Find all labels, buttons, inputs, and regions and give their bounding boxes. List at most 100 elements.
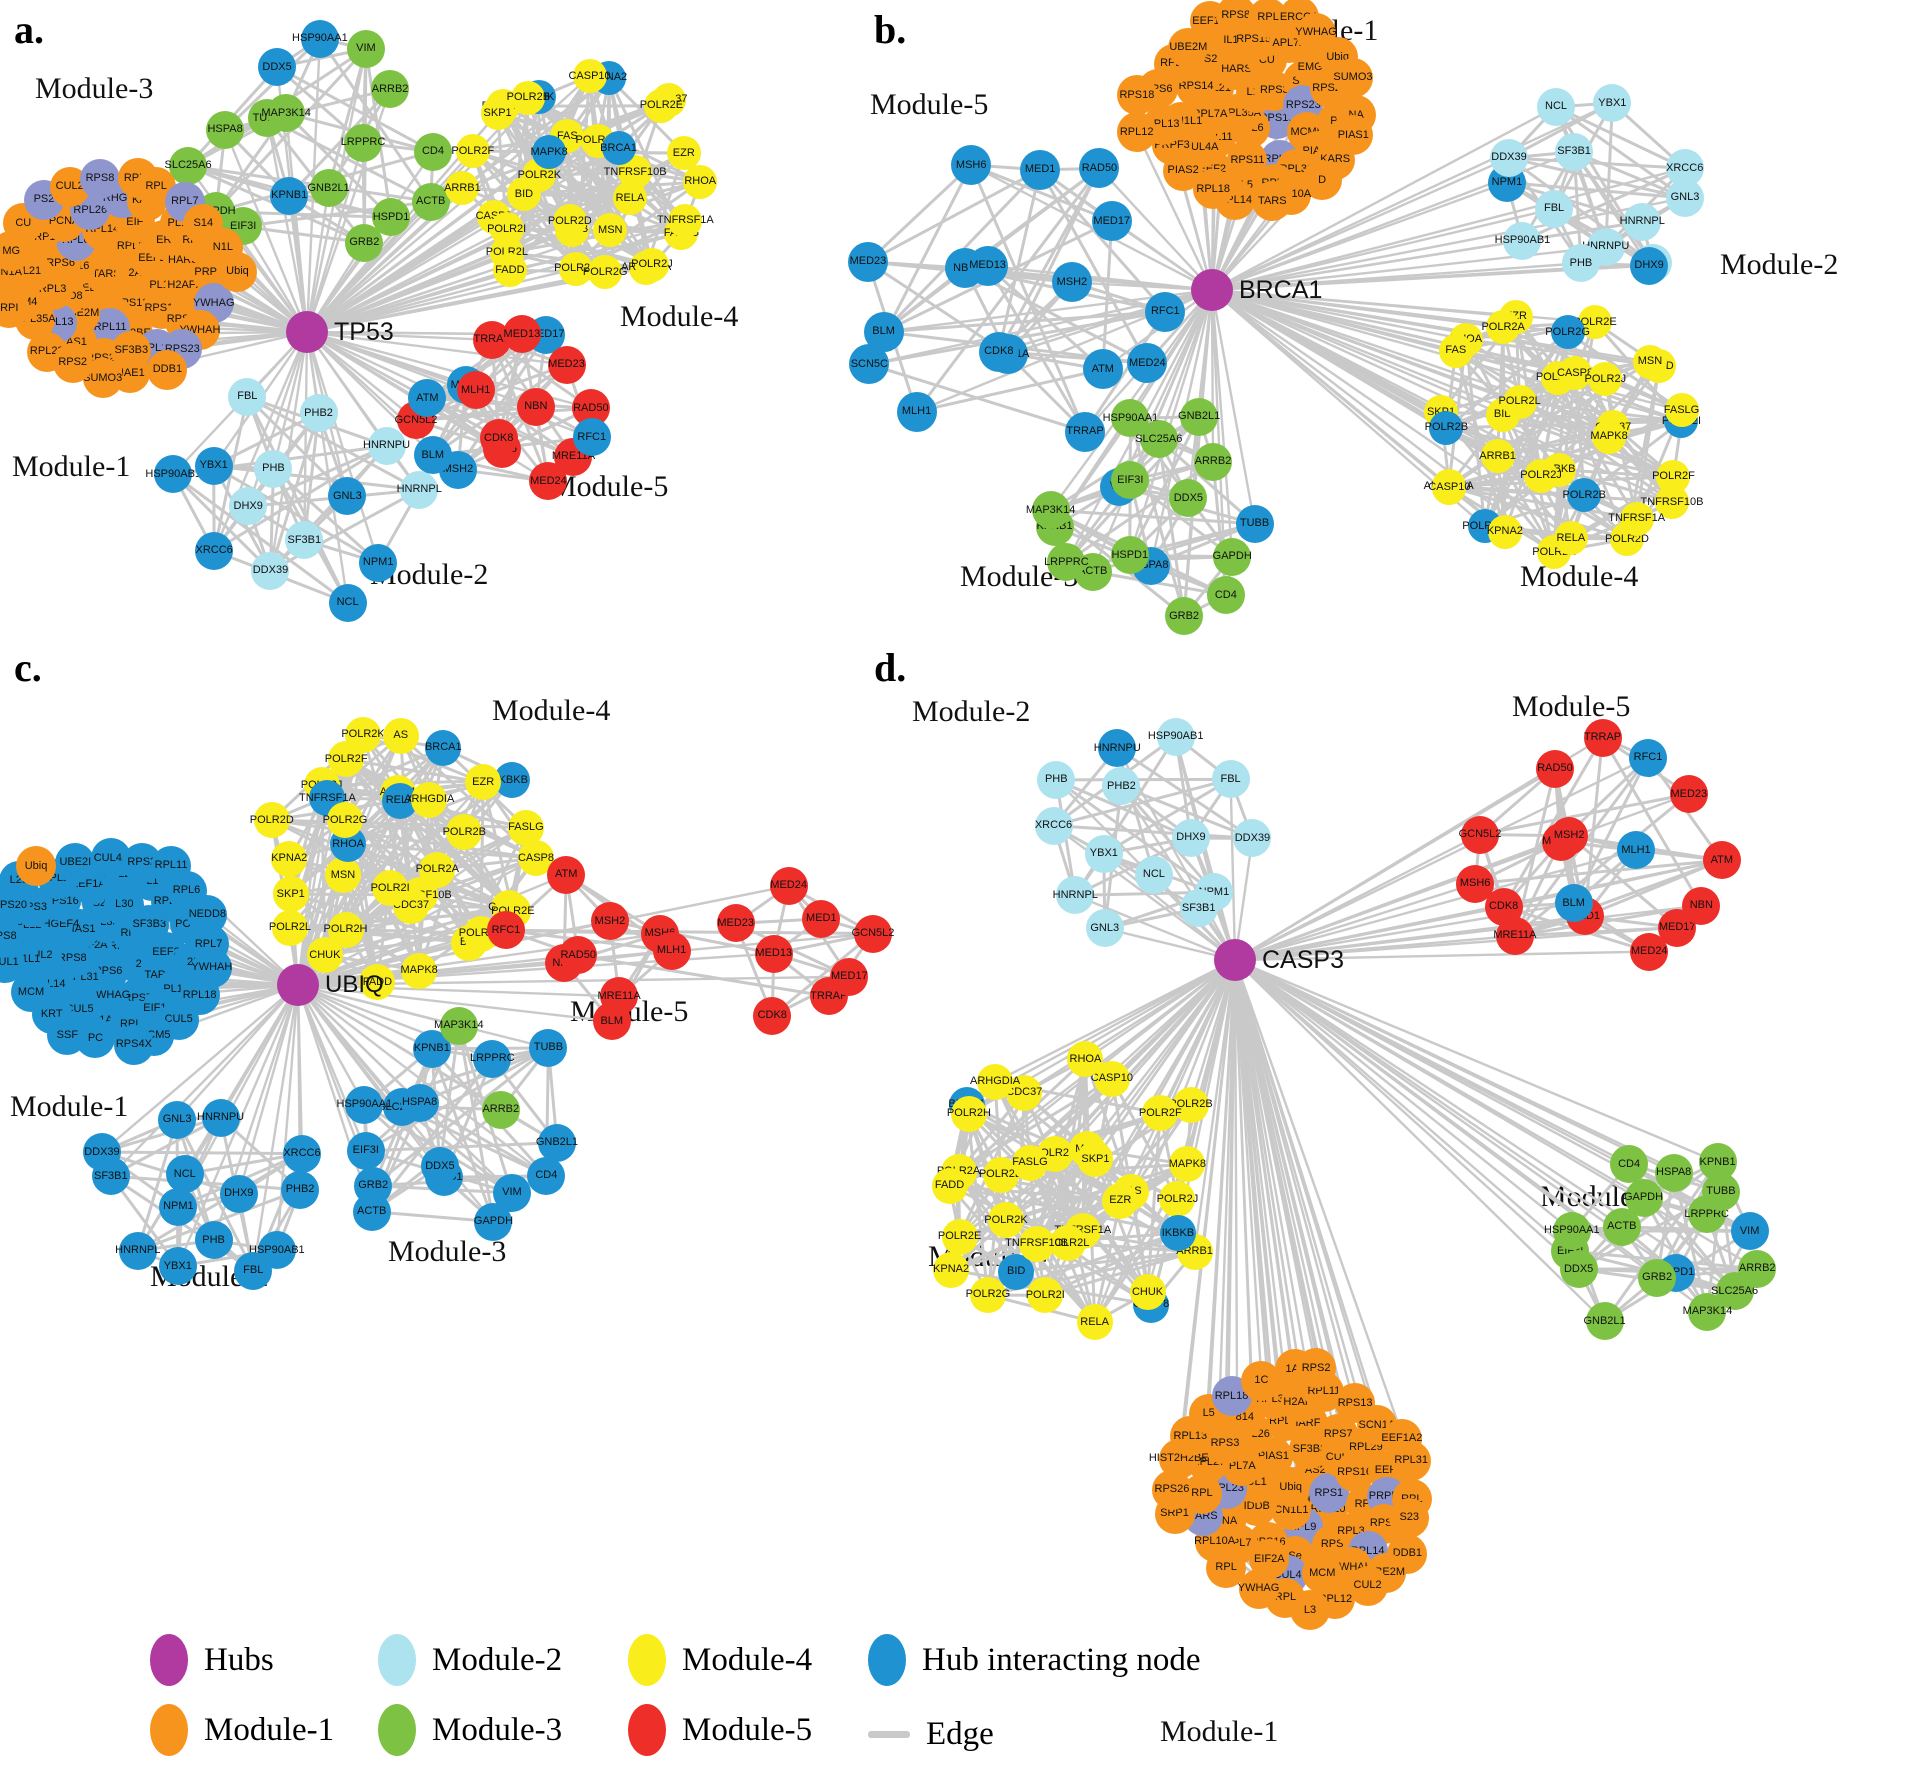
panel-b-m5-node-msh2[interactable]: MSH2 (1051, 262, 1092, 303)
panel-a-m4-node-arrb1[interactable]: ARRB1 (444, 171, 481, 206)
panel-c-m4-node-polr2l[interactable]: POLR2L (269, 909, 311, 946)
panel-a-m4-node-polr2j[interactable]: POLR2J (631, 247, 673, 282)
panel-c-m2-node-ncl[interactable]: NCL (165, 1155, 204, 1194)
panel-a-m2-node-npm1[interactable]: NPM1 (359, 543, 398, 582)
panel-d-m4-node-polr2e[interactable]: POLR2E (938, 1218, 981, 1255)
panel-d-m4-node-faslg[interactable]: FASLG (1011, 1144, 1048, 1181)
panel-c-m2-node-npm1[interactable]: NPM1 (159, 1187, 198, 1226)
panel-a-m3-node-vim[interactable]: VIM (346, 29, 385, 68)
panel-d-m3-node-cd4[interactable]: CD4 (1610, 1145, 1649, 1184)
panel-c-m2-node-hnrnpl[interactable]: HNRNPL (115, 1231, 160, 1270)
panel-d-m3-node-gapdh[interactable]: GAPDH (1624, 1178, 1663, 1217)
panel-c-m4-node-polr2a[interactable]: POLR2A (416, 851, 459, 888)
panel-c-m3-node-map3k14[interactable]: MAP3K14 (434, 1006, 484, 1045)
panel-c-m3-node-grb2[interactable]: GRB2 (354, 1166, 393, 1205)
panel-d-m2-node-dhx9[interactable]: DHX9 (1171, 818, 1210, 857)
panel-b-m2-node-dhx9[interactable]: DHX9 (1630, 246, 1669, 285)
panel-b-m3-node-ddx5[interactable]: DDX5 (1169, 479, 1208, 518)
panel-a-m4-node-rhoa[interactable]: RHOA (683, 164, 718, 199)
panel-b-m4-node-polr2g[interactable]: POLR2G (1545, 315, 1590, 350)
panel-b-m2-node-phb[interactable]: PHB (1561, 244, 1600, 283)
panel-a-m3-node-cd4[interactable]: CD4 (414, 132, 452, 171)
panel-b-m2-node-ybx1[interactable]: YBX1 (1593, 84, 1632, 123)
panel-a-m2-node-ddx39[interactable]: DDX39 (251, 551, 290, 590)
panel-a-m1-node-rps8[interactable]: RPS8 (79, 158, 120, 199)
panel-d-m5-node-gcn5l2[interactable]: GCN5L2 (1459, 815, 1501, 854)
panel-d-m3-node-map3k14[interactable]: MAP3K14 (1683, 1292, 1732, 1331)
panel-d-m5-node-med23[interactable]: MED23 (1669, 775, 1708, 814)
panel-a-m2-node-hsp90ab1[interactable]: HSP90AB1 (145, 455, 201, 494)
panel-b-m4-node-rela[interactable]: RELA (1553, 521, 1588, 556)
panel-b-m4-node-polr2f[interactable]: POLR2F (1652, 459, 1695, 494)
panel-c-m5-node-med13[interactable]: MED13 (754, 934, 793, 973)
panel-a-m2-node-phb[interactable]: PHB (254, 449, 293, 488)
panel-b-m4-node-casp10[interactable]: CASP10 (1428, 470, 1471, 505)
panel-c-hub-node-ubiq[interactable]: UBIQ (277, 964, 384, 1006)
panel-a-m2-node-xrcc6[interactable]: XRCC6 (195, 531, 234, 570)
panel-a-m3-node-hsp90aa1[interactable]: HSP90AA1 (292, 19, 348, 58)
panel-c-m4-node-kpna2[interactable]: KPNA2 (271, 840, 307, 877)
panel-d-m2-node-ddx39[interactable]: DDX39 (1233, 819, 1272, 858)
panel-b-m4-node-kpna2[interactable]: KPNA2 (1487, 514, 1523, 549)
panel-d-m5-node-trrap[interactable]: TRRAP (1583, 718, 1622, 757)
panel-b-m2-node-xrcc6[interactable]: XRCC6 (1665, 149, 1704, 188)
panel-a-m3-node-grb2[interactable]: GRB2 (345, 223, 384, 262)
panel-a-m4-node-rela[interactable]: RELA (612, 181, 647, 216)
panel-a-m2-node-dhx9[interactable]: DHX9 (229, 487, 268, 526)
panel-c-m4-node-polr2h[interactable]: POLR2H (323, 911, 368, 948)
panel-d-m4-node-kpna2[interactable]: KPNA2 (933, 1251, 969, 1288)
panel-b-m5-node-med24[interactable]: MED24 (1127, 343, 1168, 384)
panel-c-m5-node-atm[interactable]: ATM (547, 855, 586, 894)
panel-a-m3-node-arrb2[interactable]: ARRB2 (371, 70, 410, 109)
panel-d-m3-node-vim[interactable]: VIM (1730, 1212, 1769, 1251)
panel-b-m3-node-cd4[interactable]: CD4 (1206, 576, 1245, 615)
panel-b-m4-node-faslg[interactable]: FASLG (1664, 393, 1699, 428)
panel-b-m4-node-casp8[interactable]: CASP8 (1557, 356, 1593, 391)
panel-d-m2-node-hnrnpl[interactable]: HNRNPL (1053, 876, 1098, 915)
panel-d-m2-node-sf3b1[interactable]: SF3B1 (1179, 889, 1218, 928)
panel-c-m4-node-ezr[interactable]: EZR (465, 764, 502, 801)
panel-a-m5-node-blm[interactable]: BLM (413, 436, 452, 475)
panel-a-m2-node-fbl[interactable]: FBL (228, 377, 267, 416)
panel-b-m1-node-rpl12[interactable]: RPL12 (1116, 112, 1157, 153)
panel-c-m4-node-polr2b[interactable]: POLR2B (443, 814, 486, 851)
panel-c-m2-node-hnrnpu[interactable]: HNRNPU (197, 1098, 244, 1137)
panel-c-m4-node-arhgdia[interactable]: ARHGDIA (404, 781, 454, 818)
panel-d-m3-node-ddx5[interactable]: DDX5 (1559, 1250, 1598, 1289)
panel-a-m2-node-hnrnpu[interactable]: HNRNPU (363, 426, 410, 465)
panel-b-hub-node-brca1[interactable]: BRCA1 (1191, 269, 1322, 311)
panel-c-m2-node-xrcc6[interactable]: XRCC6 (282, 1134, 321, 1173)
panel-d-m2-node-phb2[interactable]: PHB2 (1102, 767, 1141, 806)
panel-a-m4-node-ezr[interactable]: EZR (666, 136, 701, 171)
panel-d-m3-node-tubb[interactable]: TUBB (1701, 1172, 1740, 1211)
panel-c-m5-node-med23[interactable]: MED23 (716, 904, 755, 943)
panel-b-m4-node-polr2b[interactable]: POLR2B (1563, 478, 1606, 513)
panel-d-m4-node-polr2f[interactable]: POLR2F (1139, 1095, 1182, 1132)
panel-a-m4-node-skp1[interactable]: SKP1 (480, 96, 515, 131)
panel-c-m2-node-dhx9[interactable]: DHX9 (219, 1174, 258, 1213)
panel-d-m2-node-fbl[interactable]: FBL (1211, 760, 1250, 799)
panel-a-m4-node-polr2b[interactable]: POLR2B (507, 80, 550, 115)
panel-b-m2-node-hsp90ab1[interactable]: HSP90AB1 (1495, 221, 1550, 260)
panel-a-m5-node-med23[interactable]: MED23 (547, 345, 586, 384)
panel-a-m4-node-mapk8[interactable]: MAPK8 (530, 135, 568, 170)
panel-a-m4-node-brca1[interactable]: BRCA1 (600, 131, 637, 166)
panel-c-m5-node-cdk8[interactable]: CDK8 (753, 996, 792, 1035)
panel-b-m4-node-fas[interactable]: FAS (1438, 333, 1473, 368)
panel-c-m4-node-brca1[interactable]: BRCA1 (425, 729, 462, 766)
panel-a-m4-node-casp10[interactable]: CASP10 (568, 59, 611, 94)
panel-a-m4-node-polr2d[interactable]: POLR2D (548, 204, 592, 239)
panel-d-m1-node-s23[interactable]: S23 (1389, 1497, 1430, 1538)
panel-d-m5-node-rad50[interactable]: RAD50 (1535, 749, 1574, 788)
panel-d-m2-node-xrcc6[interactable]: XRCC6 (1034, 806, 1073, 845)
panel-c-m4-node-mapk8[interactable]: MAPK8 (400, 952, 438, 989)
panel-a-m4-node-polr2i[interactable]: POLR2I (487, 212, 526, 247)
panel-c-m5-node-med24[interactable]: MED24 (769, 866, 808, 905)
panel-c-m4-node-fadd[interactable]: FADD (359, 964, 396, 1001)
panel-b-m5-node-med17[interactable]: MED17 (1091, 201, 1132, 242)
panel-a-m2-node-ybx1[interactable]: YBX1 (194, 446, 233, 485)
panel-d-m4-node-skp1[interactable]: SKP1 (1077, 1141, 1114, 1178)
panel-d-m5-node-blm[interactable]: BLM (1554, 884, 1593, 923)
panel-c-m3-node-hspa8[interactable]: HSPA8 (400, 1083, 439, 1122)
panel-b-m3-node-grb2[interactable]: GRB2 (1165, 597, 1204, 636)
